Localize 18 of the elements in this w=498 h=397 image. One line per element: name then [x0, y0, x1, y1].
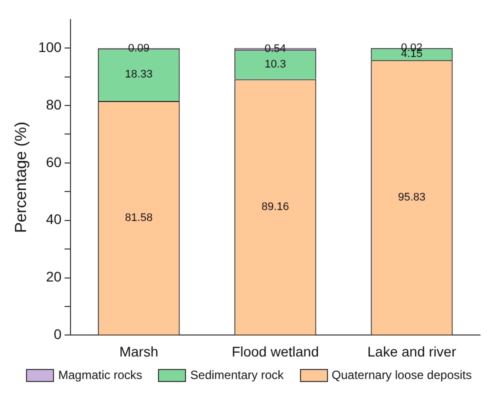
- data-label: 18.33: [125, 68, 153, 81]
- y-tick-label: 20: [46, 268, 62, 285]
- legend-label: Sedimentary rock: [190, 368, 284, 382]
- y-tick-label: 0: [54, 326, 62, 342]
- data-label: 89.16: [262, 200, 290, 213]
- y-tick-label: 60: [46, 154, 62, 170]
- x-tick-label: Flood wetland: [232, 343, 319, 360]
- y-tick-label: 40: [46, 211, 62, 228]
- data-label: 95.83: [398, 191, 426, 204]
- y-tick-label: 80: [46, 96, 62, 112]
- data-label: 10.3: [264, 58, 286, 70]
- data-label: 81.58: [125, 212, 153, 224]
- y-axis-title: Percentage (%): [13, 122, 30, 233]
- legend-label: Quaternary loose deposits: [332, 368, 472, 382]
- legend-label: Magmatic rocks: [58, 368, 142, 382]
- x-tick-label: Marsh: [119, 343, 158, 360]
- y-tick-label: 100: [38, 38, 62, 55]
- x-tick-label: Lake and river: [367, 343, 456, 360]
